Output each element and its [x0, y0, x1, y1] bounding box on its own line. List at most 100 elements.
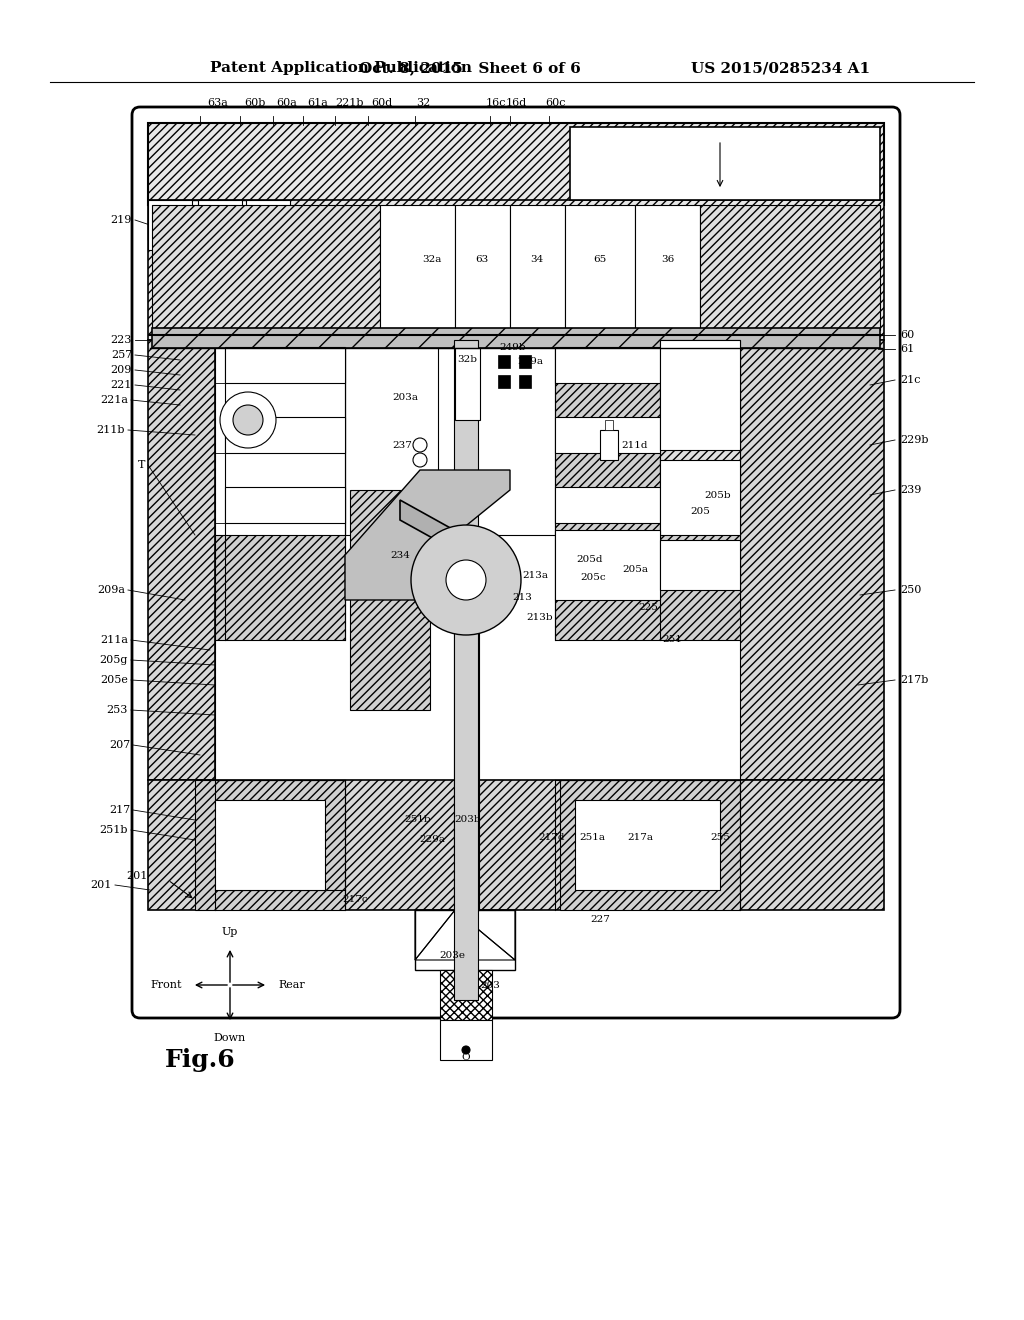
Polygon shape: [148, 201, 193, 249]
Bar: [498, 375, 510, 388]
Bar: [148, 201, 884, 341]
Text: 211b: 211b: [96, 425, 125, 436]
Polygon shape: [198, 201, 242, 249]
Text: 251b: 251b: [99, 825, 128, 836]
Text: 201: 201: [127, 871, 148, 880]
Bar: [225, 347, 345, 383]
Bar: [660, 459, 740, 535]
Text: 217b: 217b: [900, 675, 929, 685]
Bar: [519, 375, 531, 388]
Text: 207: 207: [109, 741, 130, 750]
Bar: [455, 205, 510, 330]
Text: 225: 225: [638, 603, 658, 612]
Text: 213b: 213b: [526, 614, 553, 623]
Text: 205e: 205e: [100, 675, 128, 685]
Text: 229b: 229b: [900, 436, 929, 445]
Text: 223: 223: [111, 335, 132, 345]
Text: 221: 221: [111, 380, 132, 389]
Text: 203e: 203e: [439, 950, 465, 960]
Text: 209: 209: [111, 366, 132, 375]
Text: 234: 234: [390, 550, 410, 560]
Bar: [555, 347, 660, 383]
Text: 61: 61: [900, 345, 914, 354]
Bar: [440, 1020, 492, 1060]
Text: 237: 237: [392, 441, 412, 450]
Text: 213: 213: [512, 594, 531, 602]
Bar: [635, 205, 700, 330]
Polygon shape: [400, 500, 490, 570]
Bar: [555, 487, 660, 523]
Bar: [519, 355, 531, 368]
Text: 203a: 203a: [392, 393, 418, 403]
Bar: [215, 800, 325, 890]
Bar: [152, 205, 380, 330]
Text: 205: 205: [690, 507, 710, 516]
Text: 63: 63: [475, 256, 488, 264]
Circle shape: [233, 405, 263, 436]
Text: 203b: 203b: [455, 816, 481, 825]
Polygon shape: [246, 201, 290, 249]
Bar: [195, 780, 345, 909]
Text: T: T: [137, 459, 145, 470]
Text: 249b: 249b: [500, 343, 526, 352]
Text: 253: 253: [106, 705, 128, 715]
Text: 251b: 251b: [404, 816, 431, 825]
Text: 213a: 213a: [522, 570, 548, 579]
Bar: [380, 205, 455, 330]
Bar: [438, 348, 455, 535]
Text: 16c: 16c: [485, 98, 506, 108]
FancyBboxPatch shape: [132, 107, 900, 1018]
Bar: [570, 127, 880, 201]
Bar: [225, 487, 345, 523]
Text: 60c: 60c: [546, 98, 566, 108]
Text: 227: 227: [590, 916, 610, 924]
Text: 65: 65: [593, 256, 606, 264]
Text: 60: 60: [900, 330, 914, 341]
Bar: [215, 535, 740, 780]
Text: 217: 217: [109, 805, 130, 814]
Bar: [148, 123, 884, 205]
Circle shape: [446, 560, 486, 601]
Text: 221b: 221b: [335, 98, 364, 108]
Text: 257: 257: [111, 350, 132, 360]
Text: 16d: 16d: [506, 98, 526, 108]
Text: 32b: 32b: [457, 355, 477, 364]
Bar: [555, 341, 740, 640]
Text: 205b: 205b: [705, 491, 731, 499]
Text: 63a: 63a: [208, 98, 228, 108]
Bar: [215, 341, 345, 640]
Text: 229a: 229a: [419, 836, 445, 845]
Text: 203: 203: [480, 981, 500, 990]
Bar: [152, 327, 880, 348]
Text: O: O: [462, 1053, 470, 1063]
Text: 60d: 60d: [372, 98, 392, 108]
Circle shape: [462, 1045, 470, 1053]
Text: 60a: 60a: [276, 98, 297, 108]
Text: 21c: 21c: [900, 375, 921, 385]
Bar: [510, 205, 565, 330]
Text: 205d: 205d: [577, 556, 603, 565]
Text: 211d: 211d: [622, 441, 648, 450]
Text: Front: Front: [151, 979, 182, 990]
Text: 61a: 61a: [307, 98, 329, 108]
Bar: [660, 540, 740, 590]
Text: 251a: 251a: [579, 833, 605, 842]
Bar: [498, 355, 510, 368]
Bar: [148, 341, 215, 780]
Bar: [415, 909, 515, 970]
Circle shape: [220, 392, 276, 447]
Bar: [555, 531, 660, 601]
Bar: [455, 348, 480, 420]
Bar: [454, 341, 478, 1001]
Polygon shape: [345, 470, 510, 601]
Text: 32: 32: [416, 98, 430, 108]
Text: 239: 239: [900, 484, 922, 495]
Text: 255: 255: [710, 833, 730, 842]
Bar: [660, 341, 740, 531]
Text: 201: 201: [91, 880, 112, 890]
Text: 36: 36: [662, 256, 675, 264]
Bar: [215, 341, 345, 535]
Text: Up: Up: [222, 927, 239, 937]
Text: 219: 219: [111, 215, 132, 224]
Text: 217d: 217d: [539, 833, 565, 842]
